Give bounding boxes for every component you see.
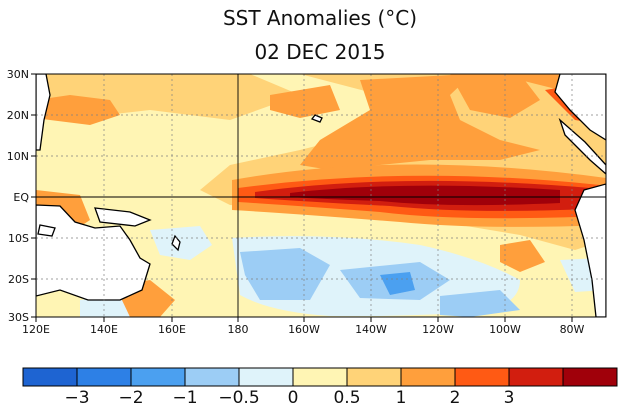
south-america — [574, 183, 606, 317]
lat-label: 10S — [8, 232, 29, 245]
colorbar-swatch — [454, 367, 510, 387]
lat-label: 30S — [8, 311, 29, 324]
lon-label: 160W — [288, 323, 320, 336]
colorbar-swatch — [346, 367, 402, 387]
colorbar-swatch — [238, 367, 294, 387]
lat-label: 20S — [8, 273, 29, 286]
lon-label: 140W — [355, 323, 387, 336]
colorbar-label: 2 — [450, 388, 461, 408]
asia-coast — [36, 74, 51, 151]
lon-label: 120W — [422, 323, 454, 336]
colorbar-label: 1 — [396, 388, 407, 408]
lon-label: 160E — [158, 323, 186, 336]
colorbar-swatch — [76, 367, 132, 387]
lat-label: EQ — [13, 191, 29, 204]
lat-label: 20N — [7, 109, 29, 122]
lon-label: 80W — [560, 323, 585, 336]
lon-label: 100W — [489, 323, 521, 336]
lat-tick-marks — [31, 73, 36, 318]
island-north — [37, 224, 56, 237]
colorbar-label: −1 — [172, 388, 197, 408]
map-date: 02 DEC 2015 — [254, 40, 386, 64]
colorbar-swatch — [292, 367, 348, 387]
grid-lines — [36, 74, 606, 317]
colorbar-swatch — [184, 367, 240, 387]
lat-label: 10N — [7, 150, 29, 163]
new-guinea — [94, 207, 152, 227]
colorbar-label: −0.5 — [218, 388, 259, 408]
pacific-island — [171, 234, 181, 252]
map-title: SST Anomalies (°C) — [222, 6, 418, 30]
colorbar-swatch — [22, 367, 78, 387]
colorbar-swatch — [562, 367, 618, 387]
colorbar-label: 3 — [504, 388, 515, 408]
colorbar: −3 −2 −1 −0.5 0 0.5 1 2 3 — [22, 367, 618, 408]
lon-label: 140E — [90, 323, 118, 336]
colorbar-swatch — [130, 367, 186, 387]
cool-anomaly-field — [80, 226, 606, 317]
land-masses — [36, 74, 606, 317]
lon-tick-marks — [35, 317, 573, 322]
colorbar-label: −2 — [118, 388, 143, 408]
colorbar-swatch — [508, 367, 564, 387]
hawaii-island — [310, 114, 323, 123]
lon-label: 120E — [22, 323, 50, 336]
map-plot-area — [36, 74, 606, 317]
lon-label: 180 — [228, 323, 249, 336]
map-frame — [35, 73, 607, 318]
colorbar-label: −3 — [64, 388, 89, 408]
colorbar-swatch — [400, 367, 456, 387]
australia — [36, 204, 151, 301]
central-america — [558, 117, 606, 175]
north-america — [554, 74, 606, 141]
lat-label: 30N — [7, 68, 29, 81]
colorbar-label: 0 — [288, 388, 299, 408]
colorbar-label: 0.5 — [333, 388, 360, 408]
